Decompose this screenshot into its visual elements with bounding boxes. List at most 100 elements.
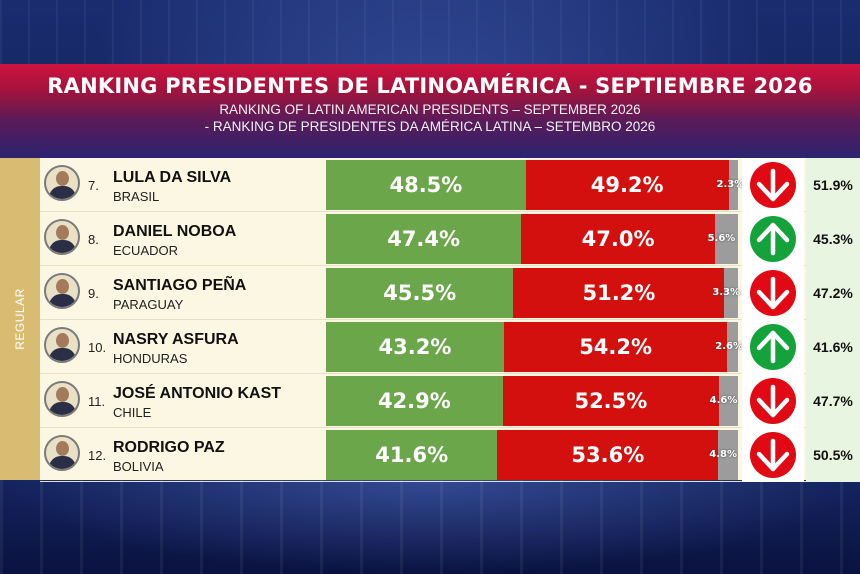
approve-bar-segment	[326, 268, 514, 318]
president-country: HONDURAS	[113, 351, 188, 366]
avatar-body-shape	[49, 240, 76, 253]
president-name: SANTIAGO PEÑA	[113, 277, 247, 294]
president-avatar	[44, 219, 80, 255]
previous-approval: 45.3%	[806, 212, 860, 266]
trend-cell	[742, 374, 804, 428]
avatar-body-shape	[49, 294, 76, 307]
arrow-up-icon	[750, 324, 796, 370]
trend-cell	[742, 212, 804, 266]
trend-cell	[742, 428, 804, 482]
other-bar-segment	[714, 214, 738, 264]
disapprove-label: 54.2%	[579, 335, 653, 359]
approval-bar: 42.9% 52.5% 4.6%	[326, 376, 738, 426]
president-country: BOLIVIA	[113, 459, 164, 474]
approve-label: 47.4%	[387, 227, 461, 251]
avatar-body-shape	[49, 402, 76, 415]
president-avatar	[44, 381, 80, 417]
avatar-head-shape	[56, 279, 69, 294]
page-title: RANKING PRESIDENTES DE LATINOAMÉRICA - S…	[47, 74, 813, 98]
avatar-body-shape	[49, 456, 76, 469]
disapprove-label: 53.6%	[571, 443, 645, 467]
arrow-down-icon	[750, 432, 796, 478]
approval-bar: 47.4% 47.0% 5.6%	[326, 214, 738, 264]
avatar-head-shape	[56, 333, 69, 348]
president-name: NASRY ASFURA	[113, 331, 239, 348]
avatar-head-shape	[56, 171, 69, 186]
arrow-up-icon	[750, 216, 796, 262]
president-avatar	[44, 165, 80, 201]
approve-bar-segment	[326, 214, 522, 264]
approve-label: 43.2%	[378, 335, 452, 359]
previous-approval: 47.2%	[806, 266, 860, 320]
president-avatar	[44, 327, 80, 363]
table-row: 10. NASRY ASFURA HONDURAS 43.2% 54.2% 2.6% 41.…	[40, 320, 860, 374]
arrow-down-icon	[750, 162, 796, 208]
disapprove-label: 52.5%	[574, 389, 648, 413]
disapprove-label: 47.0%	[581, 227, 655, 251]
other-label: 4.6%	[709, 395, 738, 406]
other-label: 2.3%	[716, 179, 745, 190]
avatar-body-shape	[49, 186, 76, 199]
previous-approval: 47.7%	[806, 374, 860, 428]
rank-number: 11.	[88, 394, 106, 409]
rank-number: 8.	[88, 232, 99, 247]
president-country: CHILE	[113, 405, 152, 420]
category-label: REGULAR	[13, 288, 27, 350]
approval-bar: 41.6% 53.6% 4.8%	[326, 430, 738, 480]
president-name: JOSÉ ANTONIO KAST	[113, 385, 282, 402]
disapprove-bar-segment	[521, 214, 715, 264]
approve-label: 48.5%	[389, 173, 463, 197]
header-banner: RANKING PRESIDENTES DE LATINOAMÉRICA - S…	[0, 64, 860, 158]
approve-bar-segment	[326, 376, 503, 426]
other-label: 5.6%	[707, 233, 736, 244]
background-stage	[0, 480, 860, 574]
table-row: 9. SANTIAGO PEÑA PARAGUAY 45.5% 51.2% 3.3% 47.…	[40, 266, 860, 320]
rank-number: 10.	[88, 340, 107, 355]
president-name: RODRIGO PAZ	[113, 439, 225, 456]
table-row: 8. DANIEL NOBOA ECUADOR 47.4% 47.0% 5.6% 45.3%	[40, 212, 860, 266]
subtitle-portuguese: - RANKING DE PRESIDENTES DA AMÉRICA LATI…	[204, 119, 656, 134]
approve-label: 41.6%	[375, 443, 449, 467]
other-bar-segment	[719, 376, 738, 426]
other-bar-segment	[727, 322, 738, 372]
disapprove-bar-segment	[503, 322, 728, 372]
president-name: DANIEL NOBOA	[113, 223, 237, 240]
approve-bar-segment	[326, 160, 526, 210]
approval-bar: 48.5% 49.2% 2.3%	[326, 160, 745, 210]
rank-number: 7.	[88, 178, 99, 193]
president-country: BRASIL	[113, 189, 160, 204]
disapprove-label: 49.2%	[590, 173, 664, 197]
category-side-band: REGULAR	[0, 158, 40, 480]
trend-cell	[742, 320, 804, 374]
avatar-head-shape	[56, 441, 69, 456]
table-row: 7. LULA DA SILVA BRASIL 48.5% 49.2% 2.3% 51.9%	[40, 158, 860, 212]
other-bar-segment	[718, 430, 738, 480]
president-country: ECUADOR	[113, 243, 179, 258]
table-row: 12. RODRIGO PAZ BOLIVIA 41.6% 53.6% 4.8% 50.5%	[40, 428, 860, 482]
previous-approval: 41.6%	[806, 320, 860, 374]
president-name: LULA DA SILVA	[113, 169, 232, 186]
disapprove-label: 51.2%	[582, 281, 656, 305]
disapprove-bar-segment	[513, 268, 725, 318]
approve-bar-segment	[326, 322, 504, 372]
arrow-down-icon	[750, 270, 796, 316]
approve-label: 42.9%	[377, 389, 451, 413]
trend-cell	[742, 158, 804, 212]
president-avatar	[44, 273, 80, 309]
other-bar-segment	[728, 160, 738, 210]
trend-cell	[742, 266, 804, 320]
approve-label: 45.5%	[383, 281, 457, 305]
previous-approval: 50.5%	[806, 428, 860, 482]
approve-bar-segment	[326, 430, 498, 480]
rank-number: 9.	[88, 286, 99, 301]
president-avatar	[44, 435, 80, 471]
disapprove-bar-segment	[502, 376, 720, 426]
other-label: 4.8%	[709, 449, 737, 460]
approval-bar: 45.5% 51.2% 3.3%	[326, 268, 740, 318]
other-bar-segment	[724, 268, 738, 318]
subtitle-english: RANKING OF LATIN AMERICAN PRESIDENTS – S…	[219, 102, 641, 117]
arrow-down-icon	[750, 378, 796, 424]
avatar-head-shape	[56, 387, 69, 402]
disapprove-bar-segment	[497, 430, 719, 480]
disapprove-bar-segment	[525, 160, 729, 210]
